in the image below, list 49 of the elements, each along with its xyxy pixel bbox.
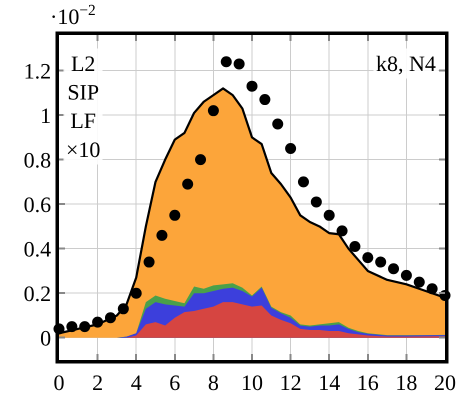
point: [104, 312, 116, 324]
point: [414, 276, 425, 288]
point: [426, 283, 438, 294]
point: [92, 316, 104, 328]
point: [130, 288, 142, 299]
point: [324, 210, 335, 221]
point: [208, 105, 219, 116]
y-tick-label: 0.4: [24, 236, 52, 262]
point: [400, 270, 412, 281]
point: [79, 321, 90, 332]
x-tick-label: 12: [280, 370, 302, 395]
text: ·10$^{−2}$: [50, 2, 96, 30]
y-tick-label: 0.8: [24, 147, 52, 172]
y-tick-label: 0: [40, 325, 52, 350]
point: [144, 256, 155, 268]
point: [220, 56, 232, 68]
point: [234, 58, 245, 70]
point: [195, 154, 206, 166]
x-tick-label: 16: [356, 370, 379, 395]
point: [272, 118, 284, 130]
point: [246, 80, 258, 92]
annotation: L2 SIP LF ×10: [66, 51, 100, 162]
x-tick-label: 6: [169, 370, 180, 395]
point: [388, 263, 400, 274]
point: [336, 225, 348, 236]
point: [298, 176, 309, 188]
point: [66, 321, 78, 332]
point: [169, 210, 180, 221]
point: [285, 143, 296, 154]
point: [362, 252, 374, 264]
x-tick-label: 2: [92, 370, 104, 395]
x-tick-label: 14: [318, 370, 340, 395]
y-tick-label: 0.2: [24, 280, 52, 306]
x-tick-label: 4: [130, 370, 142, 395]
y-tick-label: 0.6: [24, 192, 52, 217]
x-tick-label: 18: [395, 370, 418, 395]
point: [118, 303, 129, 314]
point: [259, 94, 270, 106]
x-tick-label: 8: [208, 370, 219, 395]
point: [349, 240, 360, 252]
y-tick-label: 1: [40, 102, 52, 128]
x-tick-label: 10: [241, 370, 263, 395]
x-tick-label: 20: [434, 370, 456, 395]
point: [375, 256, 386, 268]
point: [182, 178, 194, 190]
annotation: k8, N4: [376, 51, 436, 76]
y-tick-label: 1.2: [24, 58, 52, 84]
point: [156, 230, 168, 241]
point: [310, 196, 322, 208]
